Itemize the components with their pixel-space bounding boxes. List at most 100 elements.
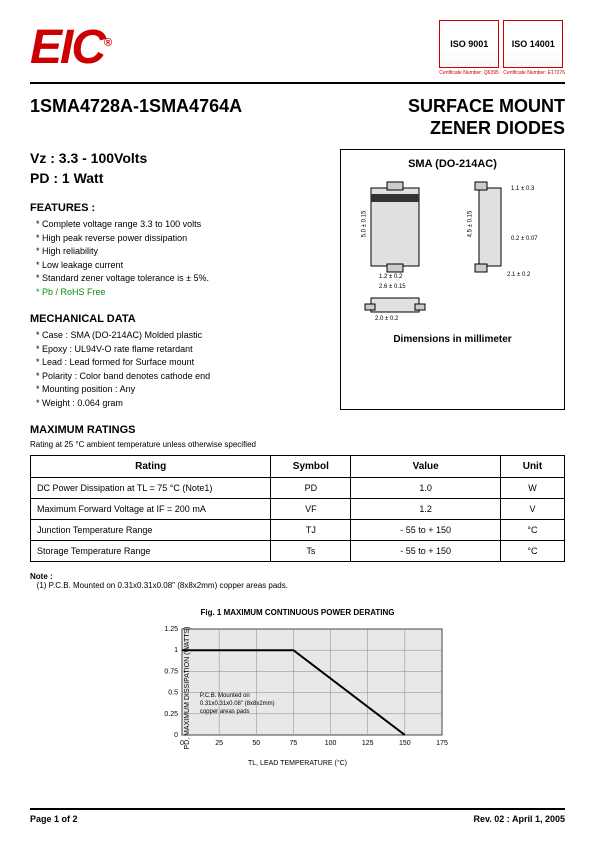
svg-text:0.75: 0.75 [164, 669, 178, 676]
package-title: SMA (DO-214AC) [349, 158, 556, 170]
svg-text:copper areas pads: copper areas pads [199, 709, 249, 715]
mech-item: Case : SMA (DO-214AC) Molded plastic [36, 329, 325, 343]
cell-symbol: PD [271, 478, 351, 499]
specs-row: Vz : 3.3 - 100Volts PD : 1 Watt FEATURES… [30, 149, 565, 410]
svg-text:1: 1 [174, 648, 178, 655]
chart-ylabel: PD, MAXIMUM DISSIPATION (WATTS) [184, 627, 191, 750]
col-symbol: Symbol [271, 456, 351, 478]
table-header-row: Rating Symbol Value Unit [31, 456, 565, 478]
main-content: 1SMA4728A-1SMA4764A SURFACE MOUNT ZENER … [0, 84, 595, 755]
cell-unit: °C [500, 520, 564, 541]
feature-item: Complete voltage range 3.3 to 100 volts [36, 218, 325, 232]
svg-text:0: 0 [180, 740, 184, 747]
cert2-sub: Certificate Number: E17276 [503, 70, 565, 76]
product-type-l2: ZENER DIODES [430, 118, 565, 138]
cell-unit: W [500, 478, 564, 499]
ratings-table: Rating Symbol Value Unit DC Power Dissip… [30, 455, 565, 562]
svg-text:0.5: 0.5 [168, 690, 178, 697]
svg-text:0: 0 [174, 732, 178, 739]
package-outline-box: SMA (DO-214AC) 5.0 ± 0.1 [340, 149, 565, 410]
cell-value: - 55 to + 150 [351, 520, 501, 541]
cert-badge-iso14001: ISO 14001 Certificate Number: E17276 [503, 20, 565, 76]
chart-xlabel: TL, LEAD TEMPERATURE (°C) [248, 760, 347, 767]
page-header: EIC® ISO 9001 Certificate Number: Q6395 … [0, 0, 595, 82]
features-list: Complete voltage range 3.3 to 100 volts … [30, 218, 325, 299]
dimensions-label: Dimensions in millimeter [349, 334, 556, 345]
cell-rating: Junction Temperature Range [31, 520, 271, 541]
derating-chart-wrap: Fig. 1 MAXIMUM CONTINUOUS POWER DERATING… [30, 608, 565, 755]
vz-spec: Vz : 3.3 - 100Volts [30, 150, 147, 166]
table-row: Maximum Forward Voltage at IF = 200 mA V… [31, 499, 565, 520]
svg-text:P.C.B. Mounted on: P.C.B. Mounted on [199, 693, 249, 699]
feature-item: High reliability [36, 245, 325, 259]
ratings-heading: MAXIMUM RATINGS [30, 424, 565, 436]
derating-chart: PD, MAXIMUM DISSIPATION (WATTS) 0 25 50 75 1… [148, 623, 448, 753]
feature-item: Low leakage current [36, 259, 325, 273]
feature-item: High peak reverse power dissipation [36, 232, 325, 246]
chart-title: Fig. 1 MAXIMUM CONTINUOUS POWER DERATING [30, 608, 565, 617]
cell-rating: Storage Temperature Range [31, 541, 271, 562]
logo-text: EIC [30, 21, 104, 74]
svg-text:25: 25 [215, 740, 223, 747]
mech-item: Weight : 0.064 gram [36, 397, 325, 411]
mechanical-list: Case : SMA (DO-214AC) Molded plastic Epo… [30, 329, 325, 410]
features-heading: FEATURES : [30, 202, 325, 214]
dim-d4: 1.2 ± 0.2 [379, 274, 402, 280]
note-text: (1) P.C.B. Mounted on 0.31x0.31x0.08" (8… [37, 581, 288, 590]
mech-item: Polarity : Color band denotes cathode en… [36, 370, 325, 384]
svg-text:100: 100 [324, 740, 336, 747]
cert1-sub: Certificate Number: Q6395 [439, 70, 499, 76]
cell-symbol: Ts [271, 541, 351, 562]
mech-item: Lead : Lead formed for Surface mount [36, 356, 325, 370]
iso14001-text: ISO 14001 [504, 39, 562, 49]
page-footer: Page 1 of 2 Rev. 02 : April 1, 2005 [30, 808, 565, 824]
package-diagram: 5.0 ± 0.15 4.5 ± 0.15 1.1 ± 0.3 1.2 ± 0.… [349, 176, 556, 326]
dim-d1: 5.0 ± 0.15 [361, 211, 367, 238]
cell-value: 1.2 [351, 499, 501, 520]
svg-text:175: 175 [436, 740, 448, 747]
cert-badge-iso9001: ISO 9001 Certificate Number: Q6395 [439, 20, 499, 76]
cell-value: - 55 to + 150 [351, 541, 501, 562]
registered-mark: ® [104, 37, 110, 49]
product-type-l1: SURFACE MOUNT [408, 96, 565, 116]
cell-rating: Maximum Forward Voltage at IF = 200 mA [31, 499, 271, 520]
pd-spec: PD : 1 Watt [30, 170, 103, 186]
cell-symbol: TJ [271, 520, 351, 541]
table-row: Junction Temperature Range TJ - 55 to + … [31, 520, 565, 541]
svg-text:1.25: 1.25 [164, 626, 178, 633]
left-column: Vz : 3.3 - 100Volts PD : 1 Watt FEATURES… [30, 149, 325, 410]
mech-item: Mounting position : Any [36, 383, 325, 397]
dim-d2: 4.5 ± 0.15 [467, 211, 473, 238]
feature-item: Standard zener voltage tolerance is ± 5%… [36, 272, 325, 286]
svg-text:75: 75 [289, 740, 297, 747]
note-label: Note : [30, 572, 53, 581]
certification-badges: ISO 9001 Certificate Number: Q6395 ISO 1… [439, 20, 565, 76]
dim-d6: 2.1 ± 0.2 [507, 272, 530, 278]
svg-text:125: 125 [361, 740, 373, 747]
table-row: DC Power Dissipation at TL = 75 °C (Note… [31, 478, 565, 499]
revision: Rev. 02 : April 1, 2005 [473, 814, 565, 824]
page-number: Page 1 of 2 [30, 814, 78, 824]
product-type-title: SURFACE MOUNT ZENER DIODES [408, 96, 565, 139]
cell-symbol: VF [271, 499, 351, 520]
dim-d5: 2.6 ± 0.15 [379, 284, 406, 290]
rohs-item: Pb / RoHS Free [36, 286, 325, 300]
cell-unit: °C [500, 541, 564, 562]
ratings-subtext: Rating at 25 °C ambient temperature unle… [30, 440, 565, 449]
mechanical-heading: MECHANICAL DATA [30, 313, 325, 325]
cell-unit: V [500, 499, 564, 520]
dim-d8: 2.0 ± 0.2 [375, 316, 398, 322]
svg-text:0.25: 0.25 [164, 711, 178, 718]
note-block: Note : (1) P.C.B. Mounted on 0.31x0.31x0… [30, 572, 565, 590]
iso9001-text: ISO 9001 [440, 39, 498, 49]
cell-rating: DC Power Dissipation at TL = 75 °C (Note… [31, 478, 271, 499]
svg-text:50: 50 [252, 740, 260, 747]
company-logo: EIC® [30, 20, 110, 75]
mech-item: Epoxy : UL94V-O rate flame retardant [36, 343, 325, 357]
dim-d3: 1.1 ± 0.3 [511, 186, 534, 192]
chart-svg: 0 25 50 75 100 125 150 175 0 0.25 0.5 0.75 1 1.25 P.C.… [148, 623, 448, 753]
table-row: Storage Temperature Range Ts - 55 to + 1… [31, 541, 565, 562]
svg-text:150: 150 [399, 740, 411, 747]
col-rating: Rating [31, 456, 271, 478]
svg-text:0.31x0.31x0.08" (8x8x2mm): 0.31x0.31x0.08" (8x8x2mm) [199, 701, 274, 707]
